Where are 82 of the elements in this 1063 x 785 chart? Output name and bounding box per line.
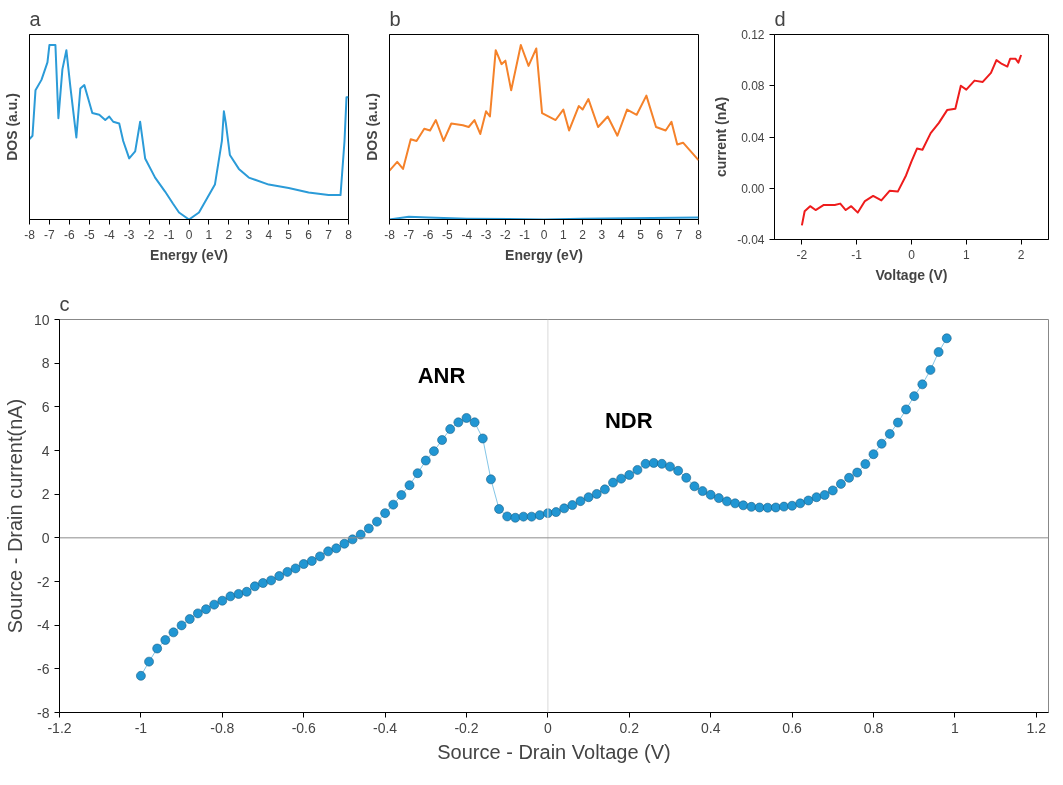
x-tick-label: 5 bbox=[285, 227, 293, 242]
x-tick-label: 1 bbox=[559, 227, 567, 242]
y-tick-label: -2 bbox=[37, 573, 50, 590]
x-tick-label: -2 bbox=[143, 227, 155, 242]
x-tick-label: -5 bbox=[442, 227, 454, 242]
y-tick-label: 0 bbox=[41, 529, 50, 546]
x-tick-label: 8 bbox=[345, 227, 353, 242]
y-tick-label: 4 bbox=[41, 442, 50, 459]
x-tick-label: -5 bbox=[83, 227, 95, 242]
x-axis-title: Energy (eV) bbox=[505, 246, 583, 263]
y-tick-label: -4 bbox=[37, 617, 50, 634]
chart-title: d bbox=[774, 7, 786, 30]
x-tick-label: 7 bbox=[675, 227, 683, 242]
x-tick-label: 6 bbox=[656, 227, 664, 242]
x-tick-label: 0.4 bbox=[700, 719, 721, 736]
x-tick-label: 4 bbox=[617, 227, 625, 242]
x-tick-label: 1 bbox=[205, 227, 213, 242]
x-tick-label: -8 bbox=[24, 227, 36, 242]
y-tick-label: -8 bbox=[37, 704, 50, 721]
x-axis-title: Voltage (V) bbox=[875, 266, 948, 283]
line-series bbox=[800, 54, 1023, 227]
chart-title: a bbox=[29, 7, 42, 30]
x-tick-label: -1 bbox=[163, 227, 175, 242]
y-tick-label: 8 bbox=[41, 355, 50, 372]
x-tick-label: 5 bbox=[637, 227, 645, 242]
x-tick-label: -8 bbox=[384, 227, 396, 242]
y-tick-label: 6 bbox=[41, 398, 50, 415]
x-tick-label: 2 bbox=[225, 227, 233, 242]
chart-title: c bbox=[59, 292, 70, 315]
y-tick-label: 2 bbox=[41, 486, 50, 503]
x-tick-label: -1 bbox=[134, 719, 148, 736]
y-tick-label: 0.04 bbox=[741, 130, 765, 145]
x-tick-label: -1 bbox=[519, 227, 531, 242]
x-tick-label: 7 bbox=[325, 227, 333, 242]
x-tick-label: -4 bbox=[103, 227, 115, 242]
x-tick-label: -4 bbox=[461, 227, 473, 242]
x-tick-label: 2 bbox=[579, 227, 587, 242]
x-tick-label: 0 bbox=[540, 227, 548, 242]
x-tick-label: 8 bbox=[695, 227, 703, 242]
x-tick-label: 3 bbox=[598, 227, 606, 242]
x-tick-label: -0.2 bbox=[454, 719, 479, 736]
x-tick-label: -1.2 bbox=[47, 719, 72, 736]
x-tick-label: -0.6 bbox=[291, 719, 316, 736]
x-tick-label: 0.8 bbox=[863, 719, 884, 736]
x-tick-label: 3 bbox=[245, 227, 253, 242]
x-tick-label: -6 bbox=[422, 227, 434, 242]
x-tick-label: 2 bbox=[1017, 247, 1025, 262]
x-tick-label: 0 bbox=[544, 719, 552, 736]
x-tick-label: -3 bbox=[480, 227, 492, 242]
y-axis-title: current (nA) bbox=[713, 96, 730, 178]
x-axis-title: Source - Drain Voltage (V) bbox=[437, 740, 671, 763]
y-tick-label: -6 bbox=[37, 660, 50, 677]
y-tick-label: 0.08 bbox=[741, 79, 765, 94]
x-tick-label: -6 bbox=[64, 227, 76, 242]
x-axis-title: Energy (eV) bbox=[150, 246, 228, 263]
x-tick-label: -2 bbox=[796, 247, 808, 262]
x-tick-label: -0.4 bbox=[373, 719, 398, 736]
x-tick-label: -7 bbox=[403, 227, 415, 242]
x-tick-label: -3 bbox=[123, 227, 135, 242]
x-tick-label: 1 bbox=[962, 247, 970, 262]
x-tick-label: 1.2 bbox=[1026, 719, 1047, 736]
x-tick-label: 1 bbox=[951, 719, 959, 736]
annotation: ANR bbox=[417, 362, 466, 388]
y-tick-label: 10 bbox=[33, 311, 50, 328]
chart-title: b bbox=[389, 7, 401, 30]
y-tick-label: -0.04 bbox=[737, 233, 765, 247]
x-tick-label: 0.6 bbox=[782, 719, 803, 736]
x-tick-label: 0.2 bbox=[619, 719, 640, 736]
x-tick-label: -1 bbox=[851, 247, 863, 262]
x-tick-label: -0.8 bbox=[210, 719, 235, 736]
x-tick-label: 0 bbox=[185, 227, 193, 242]
y-axis-title: DOS (a.u.) bbox=[3, 93, 20, 161]
x-tick-label: 6 bbox=[305, 227, 313, 242]
y-tick-label: 0.00 bbox=[741, 181, 765, 196]
annotation: NDR bbox=[604, 407, 653, 433]
y-axis-title: Source - Drain current(nA) bbox=[3, 398, 26, 634]
y-tick-label: 0.12 bbox=[741, 28, 765, 42]
x-tick-label: -2 bbox=[500, 227, 512, 242]
x-tick-label: 0 bbox=[908, 247, 916, 262]
x-tick-label: 4 bbox=[265, 227, 273, 242]
y-axis-title: DOS (a.u.) bbox=[363, 93, 380, 161]
x-tick-label: -7 bbox=[44, 227, 56, 242]
